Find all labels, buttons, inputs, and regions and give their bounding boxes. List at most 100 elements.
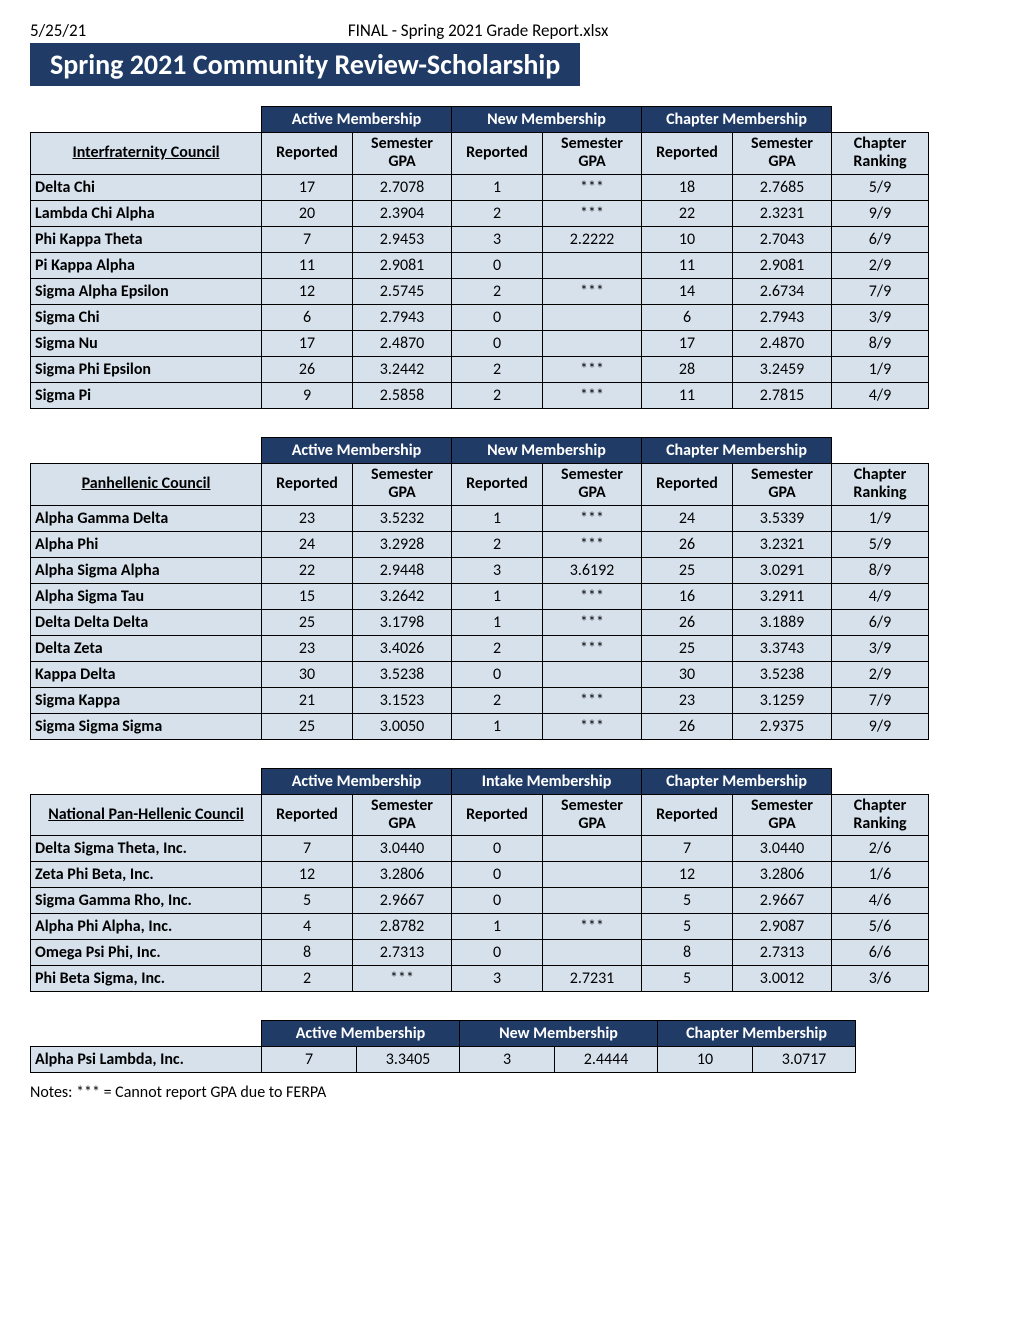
chapter-rank: 4/9 — [832, 382, 929, 408]
active-reported: 23 — [262, 635, 353, 661]
chapter-rank: 5/9 — [832, 531, 929, 557]
chapter-name: Delta Zeta — [31, 635, 262, 661]
active-reported: 9 — [262, 382, 353, 408]
active-reported: 15 — [262, 583, 353, 609]
chapter-reported: 8 — [642, 940, 733, 966]
chapter-rank: 6/9 — [832, 609, 929, 635]
mid-gpa — [543, 304, 642, 330]
mid-gpa: *** — [543, 687, 642, 713]
chapter-rank: 1/6 — [832, 862, 929, 888]
active-reported: 8 — [262, 940, 353, 966]
extra-table: Active Membership New Membership Chapter… — [30, 1020, 856, 1073]
col-semgpa: SemesterGPA — [543, 794, 642, 836]
chapter-reported: 22 — [642, 200, 733, 226]
mid-gpa: 2.2222 — [543, 226, 642, 252]
chapter-gpa: 2.9667 — [733, 888, 832, 914]
active-reported: 2 — [262, 966, 353, 992]
mid-reported: 3 — [452, 557, 543, 583]
chapter-name: Sigma Nu — [31, 330, 262, 356]
col-semgpa: SemesterGPA — [353, 794, 452, 836]
mid-gpa: *** — [543, 531, 642, 557]
active-gpa: 2.4870 — [353, 330, 452, 356]
chapter-name: Alpha Sigma Tau — [31, 583, 262, 609]
chapter-reported: 23 — [642, 687, 733, 713]
active-reported: 23 — [262, 505, 353, 531]
chapter-gpa: 3.0440 — [733, 836, 832, 862]
chapter-gpa: 3.1259 — [733, 687, 832, 713]
chapter-rank: 2/9 — [832, 252, 929, 278]
active-gpa: 3.2442 — [353, 356, 452, 382]
mid-gpa: *** — [543, 609, 642, 635]
mid-gpa — [543, 252, 642, 278]
chapter-rank: 3/9 — [832, 635, 929, 661]
chapter-gpa: 2.7685 — [733, 174, 832, 200]
chapter-rank: 6/6 — [832, 940, 929, 966]
col-reported: Reported — [452, 133, 543, 175]
table-row: Delta Delta Delta253.17981***263.18896/9 — [31, 609, 929, 635]
chapter-rank: 3/6 — [832, 966, 929, 992]
chapter-name: Sigma Sigma Sigma — [31, 713, 262, 739]
active-gpa: 3.4026 — [353, 635, 452, 661]
chapter-gpa: 2.9081 — [733, 252, 832, 278]
chapter-name: Delta Sigma Theta, Inc. — [31, 836, 262, 862]
col-semgpa: SemesterGPA — [733, 794, 832, 836]
chapter-gpa: 2.6734 — [733, 278, 832, 304]
table-row: Alpha Sigma Tau153.26421***163.29114/9 — [31, 583, 929, 609]
mid-gpa: *** — [543, 174, 642, 200]
chapter-reported: 24 — [642, 505, 733, 531]
active-gpa: 3.2642 — [353, 583, 452, 609]
table-row: Sigma Kappa213.15232***233.12597/9 — [31, 687, 929, 713]
active-gpa: 2.9453 — [353, 226, 452, 252]
chapter-rank: 1/9 — [832, 505, 929, 531]
col-mid: New Membership — [452, 437, 642, 463]
mid-reported: 2 — [452, 687, 543, 713]
mid-reported: 0 — [452, 940, 543, 966]
mid-gpa: *** — [543, 356, 642, 382]
active-reported: 25 — [262, 713, 353, 739]
nphc-table: Active MembershipIntake MembershipChapte… — [30, 768, 929, 993]
mid-gpa — [543, 940, 642, 966]
chapter-rank: 2/9 — [832, 661, 929, 687]
col-reported: Reported — [642, 463, 733, 505]
chapter-gpa: 3.2321 — [733, 531, 832, 557]
chapter-rank: 9/9 — [832, 200, 929, 226]
table-row: Kappa Delta303.52380303.52382/9 — [31, 661, 929, 687]
table-row: Sigma Phi Epsilon263.24422***283.24591/9 — [31, 356, 929, 382]
mid-gpa: *** — [543, 278, 642, 304]
col-chapter: Chapter Membership — [642, 437, 832, 463]
col-semgpa: SemesterGPA — [353, 463, 452, 505]
mid-reported: 0 — [452, 661, 543, 687]
col-active: Active Membership — [262, 1021, 460, 1047]
mid-reported: 0 — [452, 836, 543, 862]
chapter-name: Pi Kappa Alpha — [31, 252, 262, 278]
table-row: Delta Zeta233.40262***253.37433/9 — [31, 635, 929, 661]
active-gpa: 2.9448 — [353, 557, 452, 583]
chapter-rank: 3/9 — [832, 304, 929, 330]
col-chapter: Chapter Membership — [658, 1021, 856, 1047]
chapter-name: Sigma Pi — [31, 382, 262, 408]
col-reported: Reported — [262, 133, 353, 175]
chapter-name: Sigma Kappa — [31, 687, 262, 713]
chapter-rank: 9/9 — [832, 713, 929, 739]
active-gpa: 2.5745 — [353, 278, 452, 304]
active-gpa: 2.8782 — [353, 914, 452, 940]
active-reported: 7 — [262, 226, 353, 252]
active-reported: 30 — [262, 661, 353, 687]
chapter-reported: 30 — [642, 661, 733, 687]
col-rank: ChapterRanking — [832, 463, 929, 505]
mid-reported: 1 — [452, 713, 543, 739]
chapter-name: Alpha Psi Lambda, Inc. — [31, 1047, 262, 1073]
active-gpa: 2.9667 — [353, 888, 452, 914]
active-reported: 11 — [262, 252, 353, 278]
table-row: Alpha Sigma Alpha222.944833.6192253.0291… — [31, 557, 929, 583]
active-reported: 26 — [262, 356, 353, 382]
chapter-name: Phi Kappa Theta — [31, 226, 262, 252]
mid-gpa: *** — [543, 635, 642, 661]
chapter-name: Alpha Gamma Delta — [31, 505, 262, 531]
mid-gpa — [543, 330, 642, 356]
chapter-reported: 17 — [642, 330, 733, 356]
mid-reported: 2 — [452, 356, 543, 382]
chapter-gpa: 2.7943 — [733, 304, 832, 330]
table-row: Sigma Sigma Sigma253.00501***262.93759/9 — [31, 713, 929, 739]
active-reported: 22 — [262, 557, 353, 583]
